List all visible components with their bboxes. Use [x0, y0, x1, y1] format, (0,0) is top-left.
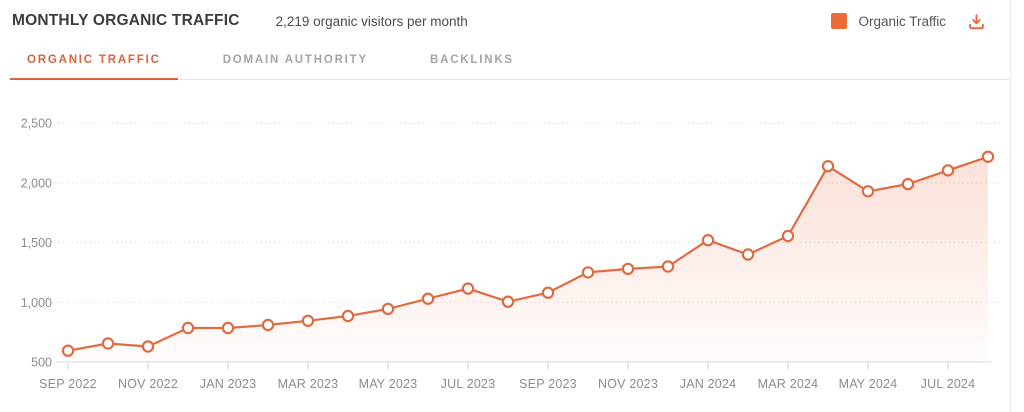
visitors-summary: 2,219 organic visitors per month — [275, 13, 468, 29]
data-point[interactable] — [701, 233, 715, 247]
x-axis-label: JUL 2024 — [921, 377, 976, 391]
data-point[interactable] — [101, 337, 115, 350]
data-point[interactable] — [981, 150, 995, 164]
chart-header: MONTHLY ORGANIC TRAFFIC 2,219 organic vi… — [0, 0, 1024, 31]
data-point[interactable] — [861, 185, 875, 198]
tab-organic-traffic[interactable]: ORGANIC TRAFFIC — [10, 45, 178, 80]
legend-swatch — [831, 13, 848, 29]
x-axis-label: NOV 2023 — [598, 377, 658, 391]
x-axis-label: SEP 2023 — [519, 377, 577, 391]
legend: Organic Traffic — [831, 11, 986, 31]
data-point[interactable] — [461, 282, 475, 295]
data-point[interactable] — [501, 295, 515, 308]
data-point[interactable] — [301, 314, 315, 327]
x-axis-label: MAY 2024 — [839, 377, 898, 391]
data-point[interactable] — [381, 302, 395, 316]
data-point[interactable] — [61, 344, 75, 357]
legend-label: Organic Traffic — [858, 13, 946, 29]
x-axis-label: SEP 2022 — [39, 377, 97, 391]
page-right-border — [1010, 0, 1011, 412]
y-axis-label: 2,500 — [21, 117, 52, 131]
y-axis-label: 2,000 — [21, 176, 52, 190]
data-point[interactable] — [181, 321, 195, 335]
traffic-chart: 500 1,000 1,500 2,000 2,500 SEP 2022 NOV 2022 J… — [21, 117, 1002, 391]
data-point[interactable] — [621, 262, 635, 276]
data-point[interactable] — [421, 292, 435, 305]
download-icon — [968, 13, 984, 29]
data-point[interactable] — [741, 248, 755, 261]
data-point[interactable] — [341, 309, 355, 323]
data-point[interactable] — [261, 318, 275, 332]
area-fill — [68, 156, 988, 362]
x-axis-label: JAN 2023 — [200, 377, 257, 391]
data-point[interactable] — [781, 229, 795, 243]
y-axis-label: 1,500 — [21, 236, 52, 250]
data-point[interactable] — [901, 177, 915, 191]
x-axis-label: MAR 2024 — [758, 377, 819, 391]
chart-area: 500 1,000 1,500 2,000 2,500 SEP 2022 NOV 2022 J… — [0, 80, 1024, 402]
traffic-line — [66, 155, 990, 352]
data-point[interactable] — [941, 164, 955, 177]
y-axis-label: 500 — [31, 356, 52, 370]
x-axis-label: JAN 2024 — [680, 377, 737, 391]
tab-backlinks[interactable]: BACKLINKS — [429, 54, 514, 66]
data-point[interactable] — [821, 159, 835, 173]
data-point[interactable] — [541, 286, 555, 299]
x-axis-label: JUL 2023 — [441, 377, 496, 391]
data-point[interactable] — [141, 340, 155, 353]
data-point[interactable] — [661, 260, 675, 273]
download-button[interactable] — [966, 11, 986, 31]
tab-bar: ORGANIC TRAFFIC DOMAIN AUTHORITY BACKLIN… — [10, 45, 1010, 80]
x-axis-label: NOV 2022 — [118, 377, 178, 391]
x-axis-label: MAR 2023 — [278, 377, 339, 391]
page-title: MONTHLY ORGANIC TRAFFIC — [12, 12, 240, 29]
y-axis-label: 1,000 — [21, 296, 52, 310]
data-point[interactable] — [221, 321, 235, 335]
data-point[interactable] — [581, 266, 595, 279]
x-axis-label: MAY 2023 — [359, 377, 418, 391]
tab-domain-authority[interactable]: DOMAIN AUTHORITY — [222, 54, 368, 66]
